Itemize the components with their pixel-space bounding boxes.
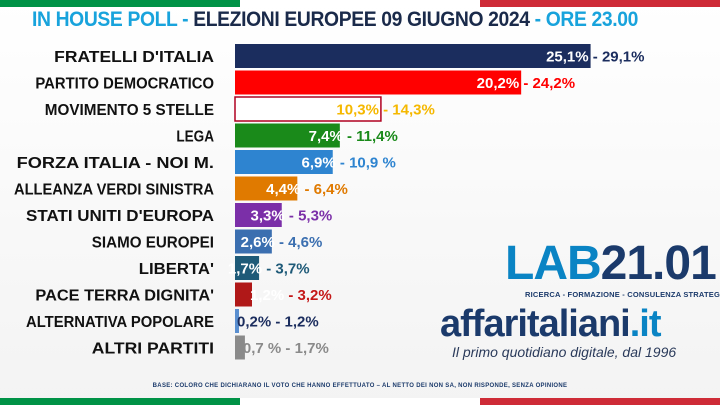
data-label: 10,3% - 14,3% bbox=[336, 102, 434, 119]
category-label: LIBERTA' bbox=[139, 261, 214, 278]
lab-wordmark-part2: 21.01 bbox=[600, 237, 717, 290]
data-label: 6,9% - 10,9 % bbox=[302, 155, 396, 172]
data-label: 4,4% - 6,4% bbox=[266, 181, 348, 198]
lab-wordmark-part1: LAB bbox=[505, 237, 602, 290]
data-label: 25,1% - 29,1% bbox=[546, 49, 644, 66]
data-label-high: - 3,2% bbox=[284, 287, 332, 304]
title-part-election: ELEZIONI EUROPEE 09 GIUGNO 2024 bbox=[193, 8, 530, 31]
data-label-high: - 1,2% bbox=[271, 314, 319, 331]
category-label: SIAMO EUROPEI bbox=[92, 235, 214, 252]
bar bbox=[235, 282, 252, 307]
category-label: ALTRI PARTITI bbox=[92, 341, 214, 358]
lab2101-tagline: RICERCA - FORMAZIONE - CONSULENZA STRATE… bbox=[525, 290, 720, 299]
aff-wordmark-domain: .it bbox=[629, 303, 662, 345]
data-label: 2,6% - 4,6% bbox=[241, 234, 323, 251]
category-label: PARTITO DEMOCRATICO bbox=[35, 76, 214, 93]
flag-red bbox=[480, 0, 720, 7]
category-label: FORZA ITALIA - NOI M. bbox=[17, 155, 214, 172]
bar bbox=[235, 309, 239, 333]
data-label-low: 4,4% bbox=[266, 181, 300, 198]
bar bbox=[235, 150, 333, 174]
data-label-high: - 10,9 % bbox=[336, 155, 396, 172]
affaritaliani-logo: affaritaliani.it Il primo quotidiano dig… bbox=[440, 304, 715, 360]
data-label: 1,2% - 3,2% bbox=[250, 287, 332, 304]
bar bbox=[235, 70, 522, 95]
data-label-high: - 3,7% bbox=[262, 261, 310, 278]
bar bbox=[235, 229, 272, 254]
flag-stripe-bottom bbox=[0, 398, 720, 405]
data-label-low: 25,1% bbox=[546, 49, 589, 66]
data-label-high: - 11,4% bbox=[343, 128, 398, 145]
data-label-low: 1,7% bbox=[228, 261, 262, 278]
data-label-high: - 5,3% bbox=[285, 208, 333, 225]
data-label-low: 10,3% bbox=[336, 102, 379, 119]
data-label-low: 3,3% bbox=[251, 208, 285, 225]
affaritaliani-wordmark: affaritaliani.it bbox=[440, 304, 715, 344]
data-label: 3,3% - 5,3% bbox=[251, 208, 333, 225]
bar bbox=[235, 256, 260, 280]
title-part-poll: IN HOUSE POLL - bbox=[32, 8, 194, 31]
category-label: FRATELLI D'ITALIA bbox=[54, 49, 214, 66]
flag-stripe-top bbox=[0, 0, 720, 7]
data-label: 20,2% - 24,2% bbox=[477, 75, 575, 92]
data-label: 0,2% - 1,2% bbox=[237, 314, 319, 331]
category-label: PACE TERRA DIGNITA' bbox=[35, 288, 214, 305]
data-label-low: 1,2% bbox=[250, 287, 284, 304]
flag-white bbox=[240, 0, 480, 7]
category-label: STATI UNITI D'EUROPA bbox=[26, 208, 214, 225]
lab2101-wordmark: LAB21.01 bbox=[505, 237, 717, 290]
bar bbox=[234, 96, 382, 122]
data-label-high: - 14,3% bbox=[379, 102, 435, 119]
category-label: ALLEANZA VERDI SINISTRA bbox=[14, 182, 214, 199]
chart-title: IN HOUSE POLL - ELEZIONI EUROPEE 09 GIUG… bbox=[32, 8, 667, 32]
category-label: ALTERNATIVA POPOLARE bbox=[26, 314, 214, 331]
bar bbox=[235, 335, 245, 360]
category-label: LEGA bbox=[176, 129, 214, 146]
data-label-low: 0,7 % bbox=[243, 340, 281, 357]
bar bbox=[235, 123, 340, 148]
data-label-low: 7,4% bbox=[309, 128, 343, 145]
aff-wordmark-name: affaritaliani bbox=[440, 303, 631, 345]
data-label-low: 2,6% bbox=[241, 234, 275, 251]
data-label-low: 6,9% bbox=[302, 155, 336, 172]
flag-green bbox=[0, 0, 240, 7]
bar bbox=[235, 44, 591, 68]
data-label-high: - 6,4% bbox=[300, 181, 348, 198]
data-label-low: 20,2% bbox=[477, 75, 520, 92]
data-label-high: - 24,2% bbox=[519, 75, 575, 92]
title-part-time: - ORE 23.00 bbox=[529, 8, 639, 31]
footnote: BASE: COLORO CHE DICHIARANO IL VOTO CHE … bbox=[152, 383, 568, 389]
data-label: 7,4% - 11,4% bbox=[309, 128, 398, 145]
lab2101-logo: LAB21.01 RICERCA - FORMAZIONE - CONSULEN… bbox=[505, 237, 720, 300]
data-label-high: - 29,1% bbox=[589, 49, 645, 66]
bar bbox=[235, 203, 282, 227]
data-label-high: - 1,7% bbox=[281, 340, 329, 357]
flag-green bbox=[0, 398, 240, 405]
data-label-low: 0,2% bbox=[237, 314, 271, 331]
bar bbox=[235, 176, 298, 201]
data-label: 0,7 % - 1,7% bbox=[243, 340, 329, 357]
affaritaliani-tagline: Il primo quotidiano digitale, dal 1996 bbox=[452, 344, 677, 360]
category-label: MOVIMENTO 5 STELLE bbox=[45, 102, 215, 119]
data-label-high: - 4,6% bbox=[275, 234, 323, 251]
flag-white bbox=[240, 398, 480, 405]
flag-red bbox=[480, 398, 720, 405]
data-label: 1,7% - 3,7% bbox=[228, 261, 310, 278]
